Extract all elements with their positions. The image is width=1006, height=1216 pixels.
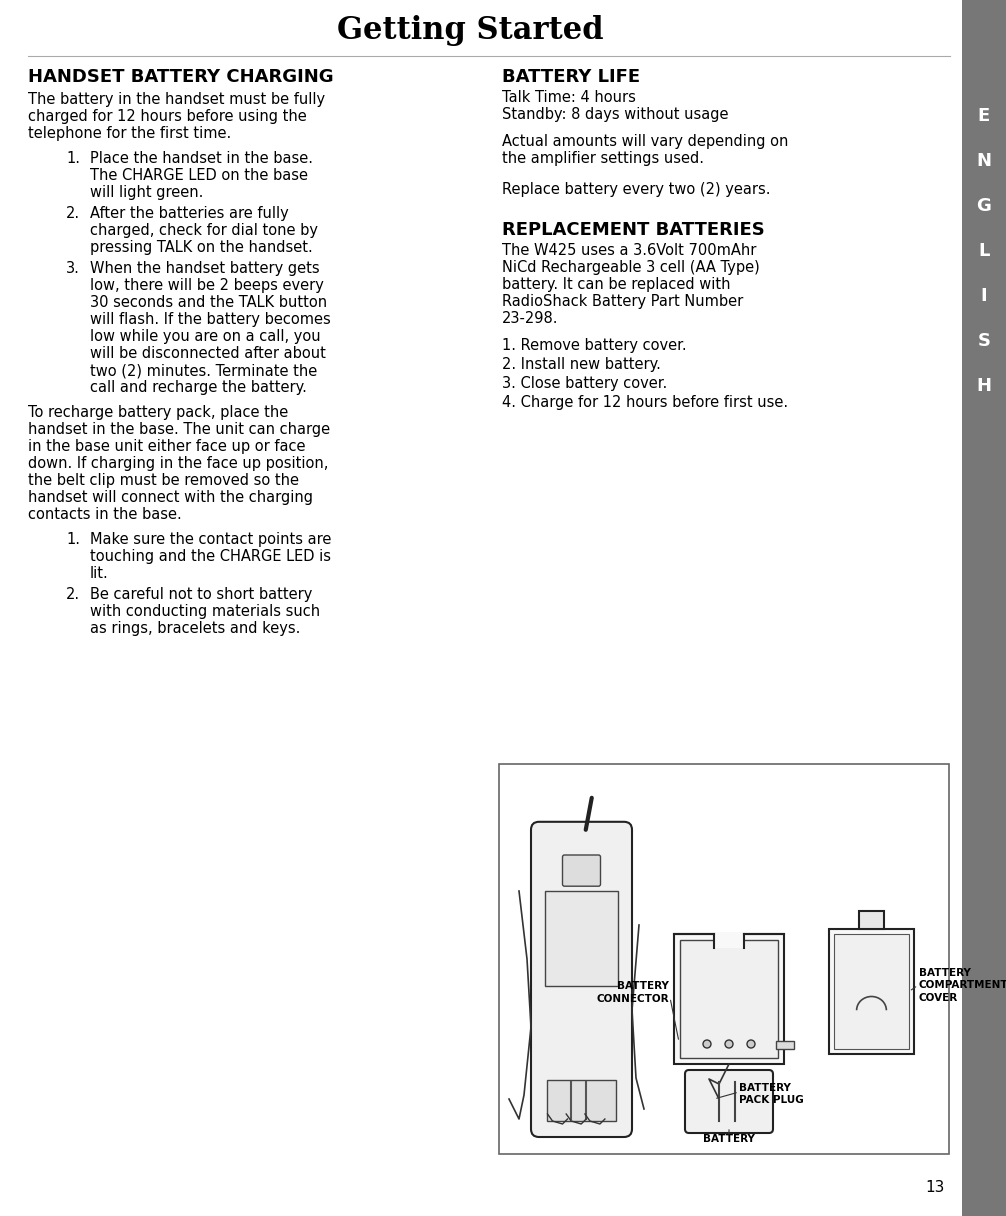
Bar [680, 940, 778, 1058]
Text: will be disconnected after about: will be disconnected after about [90, 347, 326, 361]
Bar [834, 934, 909, 1049]
Bar [829, 929, 914, 1054]
Text: 1.: 1. [66, 533, 80, 547]
Text: The W425 uses a 3.6Volt 700mAhr: The W425 uses a 3.6Volt 700mAhr [502, 243, 757, 258]
Text: G: G [977, 197, 992, 215]
Bar [962, 0, 1006, 1216]
Text: BATTERY LIFE: BATTERY LIFE [502, 68, 640, 86]
Text: Getting Started: Getting Started [337, 16, 604, 46]
Text: E: E [978, 107, 990, 125]
Text: 2.: 2. [66, 587, 80, 602]
Text: 23-298.: 23-298. [502, 311, 558, 326]
Text: BATTERY: BATTERY [703, 1135, 754, 1144]
Text: the amplifier settings used.: the amplifier settings used. [502, 151, 704, 167]
Text: 1. Remove battery cover.: 1. Remove battery cover. [502, 338, 687, 353]
Text: down. If charging in the face up position,: down. If charging in the face up positio… [28, 456, 328, 471]
Text: 30 seconds and the TALK button: 30 seconds and the TALK button [90, 295, 327, 310]
Text: BATTERY
CONNECTOR: BATTERY CONNECTOR [597, 981, 669, 1003]
Bar [714, 931, 744, 948]
Text: Make sure the contact points are: Make sure the contact points are [90, 533, 331, 547]
Text: Be careful not to short battery: Be careful not to short battery [90, 587, 313, 602]
Bar [499, 764, 949, 1154]
Text: 3.: 3. [66, 261, 79, 276]
Text: When the handset battery gets: When the handset battery gets [90, 261, 320, 276]
FancyBboxPatch shape [531, 822, 632, 1137]
Text: two (2) minutes. Terminate the: two (2) minutes. Terminate the [90, 364, 317, 378]
Circle shape [725, 1040, 733, 1048]
FancyBboxPatch shape [685, 1070, 773, 1133]
Text: 1.: 1. [66, 151, 80, 167]
Text: battery. It can be replaced with: battery. It can be replaced with [502, 277, 730, 292]
Text: N: N [977, 152, 992, 170]
Text: HANDSET BATTERY CHARGING: HANDSET BATTERY CHARGING [28, 68, 334, 86]
Bar [547, 1080, 616, 1121]
Text: low while you are on a call, you: low while you are on a call, you [90, 330, 321, 344]
Bar [545, 891, 618, 986]
Text: 13: 13 [926, 1181, 945, 1195]
Text: RadioShack Battery Part Number: RadioShack Battery Part Number [502, 294, 743, 309]
Text: Replace battery every two (2) years.: Replace battery every two (2) years. [502, 182, 771, 197]
Text: call and recharge the battery.: call and recharge the battery. [90, 379, 307, 395]
Text: The CHARGE LED on the base: The CHARGE LED on the base [90, 168, 308, 182]
Text: the belt clip must be removed so the: the belt clip must be removed so the [28, 473, 299, 488]
Text: Actual amounts will vary depending on: Actual amounts will vary depending on [502, 134, 789, 150]
FancyBboxPatch shape [562, 855, 601, 886]
Bar [776, 1041, 794, 1049]
Text: will light green.: will light green. [90, 185, 203, 199]
Text: Talk Time: 4 hours: Talk Time: 4 hours [502, 90, 636, 105]
Text: S: S [978, 332, 991, 350]
Text: 2. Install new battery.: 2. Install new battery. [502, 358, 661, 372]
Text: in the base unit either face up or face: in the base unit either face up or face [28, 439, 306, 454]
Text: handset will connect with the charging: handset will connect with the charging [28, 490, 313, 505]
Circle shape [747, 1040, 754, 1048]
Text: will flash. If the battery becomes: will flash. If the battery becomes [90, 313, 331, 327]
Text: NiCd Rechargeable 3 cell (AA Type): NiCd Rechargeable 3 cell (AA Type) [502, 260, 760, 275]
Text: as rings, bracelets and keys.: as rings, bracelets and keys. [90, 621, 301, 636]
Text: contacts in the base.: contacts in the base. [28, 507, 182, 522]
Text: To recharge battery pack, place the: To recharge battery pack, place the [28, 405, 289, 420]
Text: H: H [977, 377, 992, 395]
Text: charged, check for dial tone by: charged, check for dial tone by [90, 223, 318, 238]
Bar [705, 1093, 723, 1107]
Text: pressing TALK on the handset.: pressing TALK on the handset. [90, 240, 313, 255]
Bar [859, 911, 884, 929]
Text: 2.: 2. [66, 206, 80, 221]
Text: handset in the base. The unit can charge: handset in the base. The unit can charge [28, 422, 330, 437]
Text: The battery in the handset must be fully: The battery in the handset must be fully [28, 92, 325, 107]
Text: BATTERY
COMPARTMENT
COVER: BATTERY COMPARTMENT COVER [919, 968, 1006, 1003]
Text: with conducting materials such: with conducting materials such [90, 604, 320, 619]
Text: Standby: 8 days without usage: Standby: 8 days without usage [502, 107, 728, 122]
Text: L: L [978, 242, 990, 260]
Text: charged for 12 hours before using the: charged for 12 hours before using the [28, 109, 307, 124]
Text: Place the handset in the base.: Place the handset in the base. [90, 151, 313, 167]
Text: I: I [981, 287, 987, 305]
Circle shape [703, 1040, 711, 1048]
Text: lit.: lit. [90, 565, 109, 581]
Text: 4. Charge for 12 hours before first use.: 4. Charge for 12 hours before first use. [502, 395, 788, 410]
Text: BATTERY
PACK PLUG: BATTERY PACK PLUG [739, 1082, 804, 1105]
Text: REPLACEMENT BATTERIES: REPLACEMENT BATTERIES [502, 221, 765, 240]
Text: After the batteries are fully: After the batteries are fully [90, 206, 289, 221]
Text: 3. Close battery cover.: 3. Close battery cover. [502, 376, 667, 392]
Text: low, there will be 2 beeps every: low, there will be 2 beeps every [90, 278, 324, 293]
Bar [674, 934, 784, 1064]
Text: telephone for the first time.: telephone for the first time. [28, 126, 231, 141]
Text: touching and the CHARGE LED is: touching and the CHARGE LED is [90, 548, 331, 564]
